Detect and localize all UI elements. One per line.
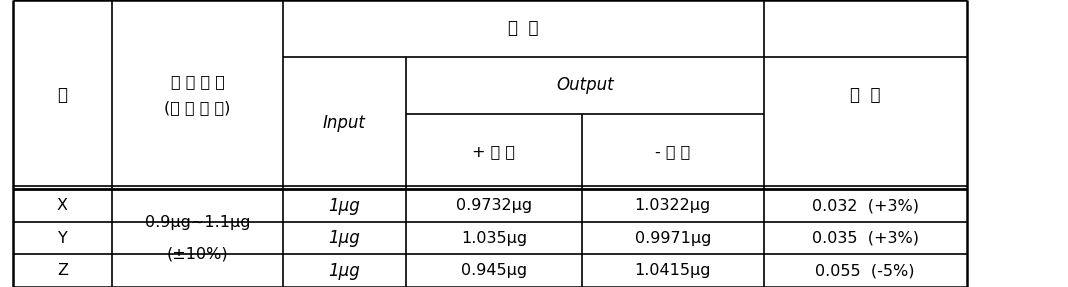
Text: Output: Output	[556, 76, 613, 94]
Text: Z: Z	[57, 263, 68, 278]
Text: 1.0415μg: 1.0415μg	[634, 263, 711, 278]
Text: 1.0322μg: 1.0322μg	[634, 198, 711, 213]
Text: 목 폀 성 능: 목 폀 성 능	[171, 74, 224, 89]
Text: 0.035  (+3%): 0.035 (+3%)	[812, 231, 918, 246]
Text: 1μg: 1μg	[329, 229, 360, 247]
Text: 축: 축	[58, 86, 67, 104]
Text: 결  과: 결 과	[508, 20, 538, 37]
Text: (±10%): (±10%)	[167, 247, 229, 261]
Text: 1μg: 1μg	[329, 197, 360, 215]
Text: X: X	[57, 198, 68, 213]
Text: 0.9971μg: 0.9971μg	[634, 231, 711, 246]
Text: 0.055  (-5%): 0.055 (-5%)	[815, 263, 915, 278]
Text: - 방 향: - 방 향	[655, 144, 691, 159]
Text: 1.035μg: 1.035μg	[461, 231, 527, 246]
Text: 0.945μg: 0.945μg	[461, 263, 527, 278]
Text: (허 용 범 위): (허 용 범 위)	[164, 100, 231, 115]
Text: Input: Input	[323, 114, 366, 132]
Text: 1μg: 1μg	[329, 262, 360, 280]
Text: 0.9732μg: 0.9732μg	[456, 198, 532, 213]
Text: 0.032  (+3%): 0.032 (+3%)	[812, 198, 918, 213]
Text: + 방 향: + 방 향	[472, 144, 516, 159]
Text: 결  과: 결 과	[850, 86, 880, 104]
Text: Y: Y	[58, 231, 67, 246]
Text: 0.9μg~1.1μg: 0.9μg~1.1μg	[145, 215, 250, 230]
